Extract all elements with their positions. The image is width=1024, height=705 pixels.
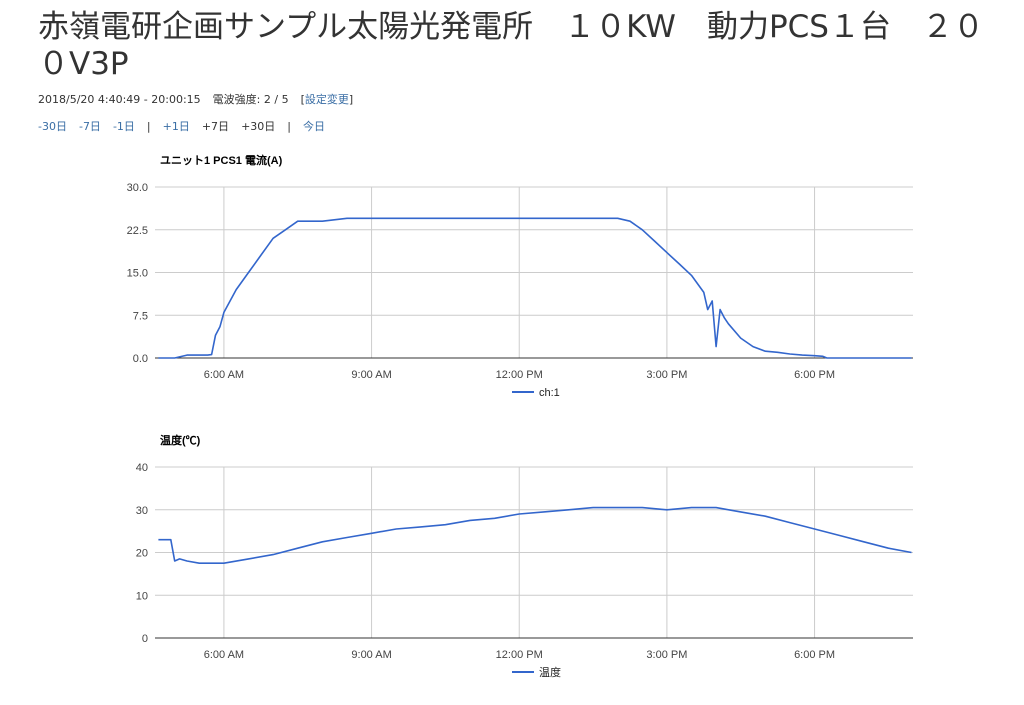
nav-link-1[interactable]: -7日 <box>78 120 101 133</box>
chart-current-xtick-label: 12:00 PM <box>496 369 543 381</box>
chart-temperature-title: 温度(℃) <box>160 433 201 447</box>
chart-current-xtick-label: 3:00 PM <box>646 369 687 381</box>
nav-link-4[interactable]: +1日 <box>162 120 190 133</box>
chart-current-xtick-label: 9:00 AM <box>351 369 391 381</box>
nav-separator: | <box>146 120 151 133</box>
date-range: 2018/5/20 4:40:49 - 20:00:15 <box>38 93 201 106</box>
settings-bracket-open: [ <box>300 93 305 106</box>
chart-current-xtick-label: 6:00 AM <box>204 369 244 381</box>
chart-current-ytick-label: 0.0 <box>133 353 148 365</box>
chart-temperature-xtick-label: 9:00 AM <box>351 649 391 661</box>
chart-temperature-xtick-label: 6:00 AM <box>204 649 244 661</box>
nav-link-6[interactable]: +30日 <box>241 120 276 133</box>
chart-temperature-legend-label: 温度 <box>539 665 561 679</box>
settings-change-link[interactable]: 設定変更 <box>304 93 349 106</box>
chart-temperature-xtick-label: 3:00 PM <box>646 649 687 661</box>
signal-strength: 電波強度: 2 / 5 <box>212 93 289 106</box>
chart-current-series-line <box>158 217 912 359</box>
chart-current-legend-label: ch:1 <box>539 387 560 399</box>
settings-bracket-close: ] <box>348 93 354 106</box>
chart-current-ytick-label: 22.5 <box>127 225 148 237</box>
nav-link-0[interactable]: -30日 <box>38 120 67 133</box>
chart-temperature-ytick-label: 0 <box>142 633 148 645</box>
chart-temperature-xtick-label: 12:00 PM <box>496 649 543 661</box>
chart-current-xtick-label: 6:00 PM <box>794 369 835 381</box>
chart-temperature-ytick-label: 20 <box>136 548 148 560</box>
page-title: 赤嶺電研企画サンプル太陽光発電所 １０KW 動力PCS１台 ２００V3P <box>38 9 984 82</box>
chart-temperature-ytick-label: 40 <box>136 462 148 474</box>
date-navigation: -30日 -7日 -1日 | +1日 +7日 +30日 | 今日 <box>38 118 337 134</box>
chart-current-ytick-label: 7.5 <box>133 310 148 322</box>
nav-link-8[interactable]: 今日 <box>303 120 325 133</box>
chart-temperature-series-line <box>158 506 912 565</box>
meta-line: 2018/5/20 4:40:49 - 20:00:15 電波強度: 2 / 5 [… <box>38 91 353 107</box>
chart-temperature-xtick-label: 6:00 PM <box>794 649 835 661</box>
chart-temperature-ytick-label: 10 <box>136 590 148 602</box>
nav-link-5[interactable]: +7日 <box>201 120 230 133</box>
chart-temperature-ytick-label: 30 <box>136 505 148 517</box>
chart-current-ytick-label: 30.0 <box>127 182 148 194</box>
nav-link-2[interactable]: -1日 <box>112 120 135 133</box>
chart-current-title: ユニット1 PCS1 電流(A) <box>160 153 283 167</box>
nav-separator: | <box>287 120 291 133</box>
chart-current-ytick-label: 15.0 <box>127 268 148 280</box>
